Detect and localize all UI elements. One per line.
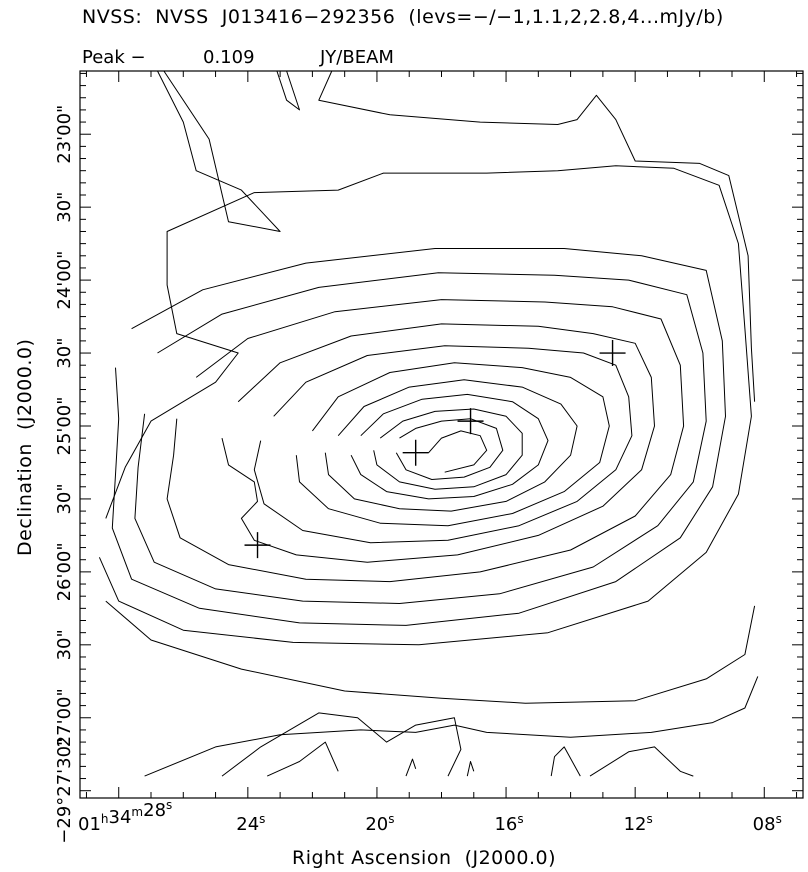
y-tick-label: 30" (54, 483, 75, 514)
contour-line (221, 712, 462, 777)
contour-line (105, 600, 756, 704)
contour-lines (98, 70, 759, 777)
source-marker (599, 340, 626, 367)
contour-line (405, 758, 417, 777)
contour-line (324, 379, 578, 512)
x-tick-label: 08s (753, 812, 782, 835)
contour-line (253, 345, 633, 544)
y-tick-label: 24'00" (54, 251, 75, 310)
contour-line (276, 70, 300, 111)
x-tick-label: 20s (365, 812, 394, 835)
peak-value: 0.109 (203, 47, 255, 68)
y-axis-label: Declination (J2000.0) (14, 338, 36, 556)
contour-line (266, 741, 339, 777)
x-tick-label: 01h34m28s (78, 798, 172, 835)
contour-line (318, 70, 756, 402)
contour-line (550, 746, 581, 777)
peak-label: Peak − (82, 47, 146, 68)
x-axis-label: Right Ascension (J2000.0) (292, 847, 556, 869)
y-tick-label: 26'00" (54, 542, 75, 601)
contour-line (111, 248, 726, 626)
y-tick-label: 30" (54, 629, 75, 660)
source-markers (244, 340, 626, 559)
x-tick-label: 24s (236, 812, 265, 835)
contour-line (428, 430, 488, 473)
y-tick-label: 27'00" (54, 688, 75, 747)
contour-line (157, 70, 281, 232)
contour-line (221, 323, 655, 563)
y-tick-label: 25'00" (54, 396, 75, 455)
contour-line (350, 393, 549, 500)
y-tick-label: 23'00" (54, 105, 75, 164)
contour-line (295, 362, 610, 527)
peak-unit: JY/BEAM (320, 47, 394, 68)
axis-ticks (80, 71, 803, 798)
tick-labels: 01h34m28s 24s 20s 16s 12s 08s 23'00" 30" 24'00" 3… (54, 105, 782, 844)
source-marker (402, 439, 429, 466)
y-tick-label: 30" (54, 337, 75, 368)
x-tick-label: 12s (624, 812, 653, 835)
contour-line (373, 408, 523, 490)
chart-title: NVSS: NVSS J013416−292356 (levs=−/−1,1.1… (82, 6, 724, 28)
source-marker (244, 532, 271, 559)
y-tick-label: −29°27'30" (54, 738, 75, 844)
source-marker (457, 408, 484, 435)
contour-line (166, 299, 685, 583)
contour-line (466, 761, 475, 777)
y-tick-label: 30" (54, 192, 75, 223)
contour-line (134, 272, 707, 604)
contour-line (589, 746, 694, 777)
contour-line (144, 676, 759, 777)
x-tick-label: 16s (494, 812, 523, 835)
contour-line (395, 418, 504, 480)
plot-frame (79, 70, 804, 799)
contour-line (98, 165, 752, 646)
